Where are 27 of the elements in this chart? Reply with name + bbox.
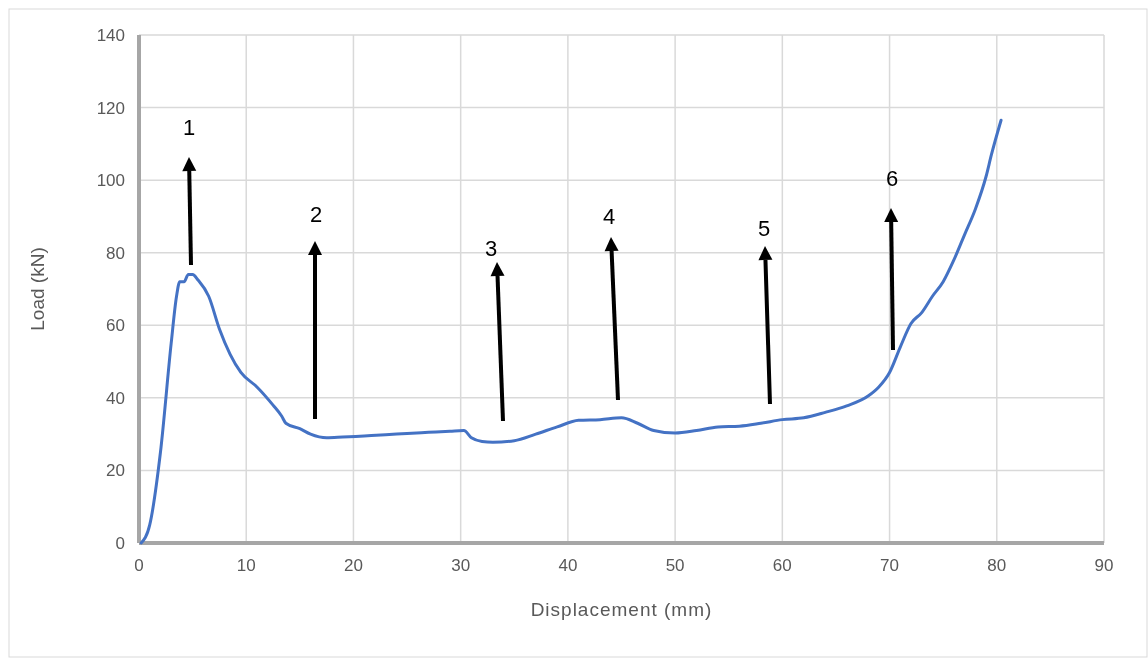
annotation: 4 <box>602 203 616 229</box>
x-tick-label: 50 <box>665 556 685 575</box>
x-tick-label: 40 <box>558 556 578 575</box>
x-axis-title: Displacement (mm) <box>530 599 713 620</box>
y-tick-label: 40 <box>106 388 125 408</box>
x-tick-label: 60 <box>772 556 792 575</box>
annotation: 3 <box>484 235 498 261</box>
y-tick-label: 100 <box>96 171 125 191</box>
line-series <box>139 118 1003 545</box>
x-tick-label: 30 <box>451 556 471 575</box>
x-tick-label: 10 <box>236 556 256 575</box>
x-tick-label: 0 <box>134 556 144 575</box>
annotation: 1 <box>182 114 196 140</box>
y-tick-label: 140 <box>96 25 125 45</box>
annotation: 2 <box>309 201 323 227</box>
y-tick-label: 80 <box>106 243 125 263</box>
x-tick-label: 70 <box>880 556 900 575</box>
y-axis-title: Load (kN) <box>27 247 48 331</box>
y-tick-label: 20 <box>106 461 125 481</box>
y-tick-label: 60 <box>106 316 125 336</box>
x-tick-label: 80 <box>987 556 1007 575</box>
y-tick-label: 0 <box>115 533 125 553</box>
y-tick-label: 120 <box>96 98 125 118</box>
annotation: 5 <box>757 215 771 241</box>
x-tick-label: 90 <box>1094 556 1114 575</box>
annotation: 6 <box>885 165 899 191</box>
x-tick-label: 20 <box>343 556 363 575</box>
